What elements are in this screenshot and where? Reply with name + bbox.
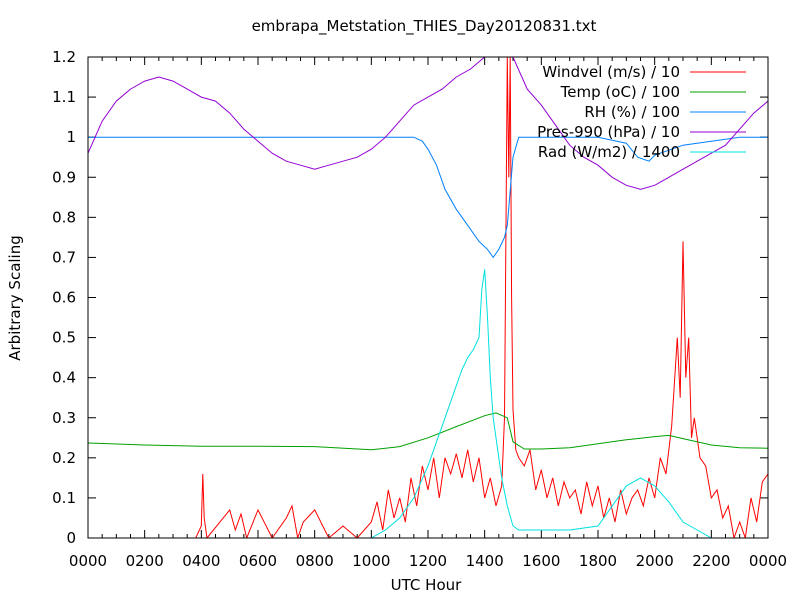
y-tick-label: 0.4 [52, 369, 76, 387]
legend-label: Temp (oC) / 100 [560, 83, 680, 101]
legend-label: Windvel (m/s) / 10 [542, 63, 680, 81]
x-tick-label: 0000 [749, 552, 787, 570]
series-layer [88, 57, 768, 538]
y-tick-label: 0.7 [52, 248, 76, 266]
x-tick-label: 0600 [239, 552, 277, 570]
series-line-3 [88, 136, 768, 259]
y-tick-label: 0.5 [52, 329, 76, 347]
series-line-1 [88, 57, 768, 538]
plot-frame [87, 56, 769, 539]
y-tick-label: 1.2 [52, 48, 76, 66]
x-tick-label: 2000 [636, 552, 674, 570]
x-tick-label: 1600 [522, 552, 560, 570]
legend-label: Pres-990 (hPa) / 10 [537, 123, 680, 141]
y-tick-label: 0.6 [52, 289, 76, 307]
chart-title: embrapa_Metstation_THIES_Day20120831.txt [252, 17, 597, 36]
legend-label: RH (%) / 100 [584, 103, 680, 121]
x-tick-label: 0000 [69, 552, 107, 570]
y-axis-label: Arbitrary Scaling [6, 235, 24, 361]
x-axis-label: UTC Hour [391, 576, 462, 594]
x-tick-label: 1400 [466, 552, 504, 570]
y-tick-label: 0.8 [52, 208, 76, 226]
y-tick-label: 0.3 [52, 409, 76, 427]
x-tick-label: 1800 [579, 552, 617, 570]
y-tick-label: 0 [66, 529, 76, 547]
series-line-4 [88, 57, 768, 190]
x-tick-label: 2200 [692, 552, 730, 570]
legend-label: Rad (W/m2) / 1400 [538, 143, 680, 161]
y-tick-label: 0.9 [52, 168, 76, 186]
y-tick-label: 0.2 [52, 449, 76, 467]
x-tick-label: 1000 [352, 552, 390, 570]
x-tick-label: 0200 [126, 552, 164, 570]
y-tick-label: 1 [66, 128, 76, 146]
y-tick-label: 1.1 [52, 88, 76, 106]
series-line-2 [88, 412, 768, 451]
y-tick-label: 0.1 [52, 489, 76, 507]
legend: Windvel (m/s) / 10 Temp (oC) / 100 RH (%) … [537, 63, 746, 161]
series-line-5 [88, 269, 768, 538]
x-tick-label: 1200 [409, 552, 447, 570]
x-tick-label: 0400 [182, 552, 220, 570]
x-tick-label: 0800 [296, 552, 334, 570]
